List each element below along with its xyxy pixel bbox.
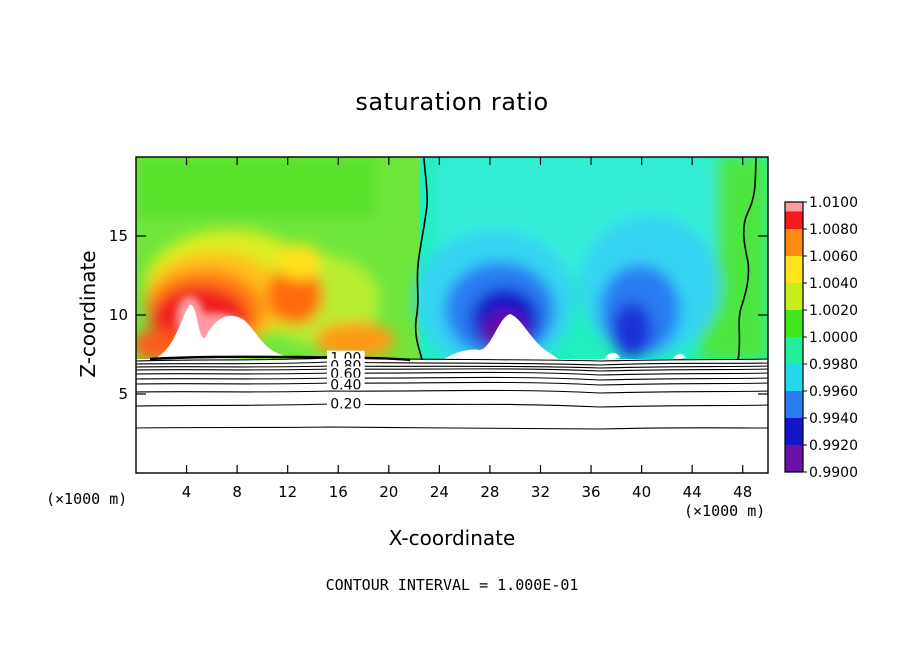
x-tick-label: 28	[480, 483, 499, 501]
humidity-contours	[136, 357, 768, 430]
colorbar-segment	[785, 283, 803, 310]
contour-label-bg	[327, 366, 365, 380]
colorbar-segment	[785, 445, 803, 472]
contour-label: 0.20	[330, 396, 361, 412]
colorbar-segment	[785, 418, 803, 445]
contour-label-bg	[327, 377, 365, 391]
x-tick-label: 40	[632, 483, 651, 501]
x-tick-label: 44	[683, 483, 702, 501]
x-tick-label: 32	[531, 483, 550, 501]
colorbar-label: 0.9940	[809, 411, 858, 427]
colorbar-label: 1.0080	[809, 222, 858, 238]
x-tick-label: 12	[278, 483, 297, 501]
contour-labels: 1.000.800.600.400.20	[327, 350, 365, 412]
colorbar-segment	[785, 391, 803, 418]
saturation-contour-right	[737, 157, 757, 361]
contour-interval-note: CONTOUR INTERVAL = 1.000E-01	[325, 576, 579, 594]
x-tick-label: 16	[329, 483, 348, 501]
colorbar-segment	[785, 337, 803, 364]
colorbar-segment	[785, 256, 803, 283]
y-axis-title: Z-coordinate	[76, 250, 100, 378]
x-tick-label: 8	[232, 483, 242, 501]
colorbar-label: 0.9960	[809, 384, 858, 400]
contour-label: 0.40	[330, 378, 361, 394]
colorbar-label: 1.0040	[809, 276, 858, 292]
heatmap-field	[136, 157, 768, 473]
saturation-contour-left	[414, 157, 428, 361]
x-tick-label: 48	[733, 483, 752, 501]
x-axis: 4 8 12 16 20 24 28 32 36 40 44 48	[182, 157, 752, 501]
x-tick-label: 4	[182, 483, 192, 501]
y-tick-label: 15	[109, 227, 128, 245]
colorbar: 0.9900 0.9920 0.9940 0.9960 0.9980 1.0000 1.00…	[784, 195, 858, 481]
colorbar-segment	[785, 310, 803, 337]
chart-title: saturation ratio	[355, 88, 549, 116]
colorbar-label: 0.9980	[809, 357, 858, 373]
y-axis: 5 10 15	[109, 227, 768, 403]
white-bump-left	[150, 304, 290, 361]
x-tick-label: 20	[379, 483, 398, 501]
colorbar-segment	[785, 229, 803, 256]
colorbar-label: 1.0020	[809, 303, 858, 319]
x-unit-label-left: (×1000 m)	[46, 490, 128, 508]
colorbar-label: 0.9900	[809, 465, 858, 481]
white-bump-center	[442, 314, 560, 360]
x-tick-label: 36	[581, 483, 600, 501]
colorbar-label: 1.0060	[809, 249, 858, 265]
x-axis-title: X-coordinate	[388, 526, 516, 550]
colorbar-segment	[785, 364, 803, 391]
x-unit-label-right: (×1000 m)	[684, 502, 766, 520]
colorbar-label: 1.0000	[809, 330, 858, 346]
colorbar-label: 0.9920	[809, 438, 858, 454]
y-tick-label: 10	[109, 306, 128, 324]
colorbar-label: 1.0100	[809, 195, 858, 211]
y-tick-label: 5	[118, 385, 128, 403]
x-tick-label: 24	[430, 483, 449, 501]
colorbar-top-segment	[785, 202, 803, 212]
contour-label-bg	[327, 396, 365, 410]
